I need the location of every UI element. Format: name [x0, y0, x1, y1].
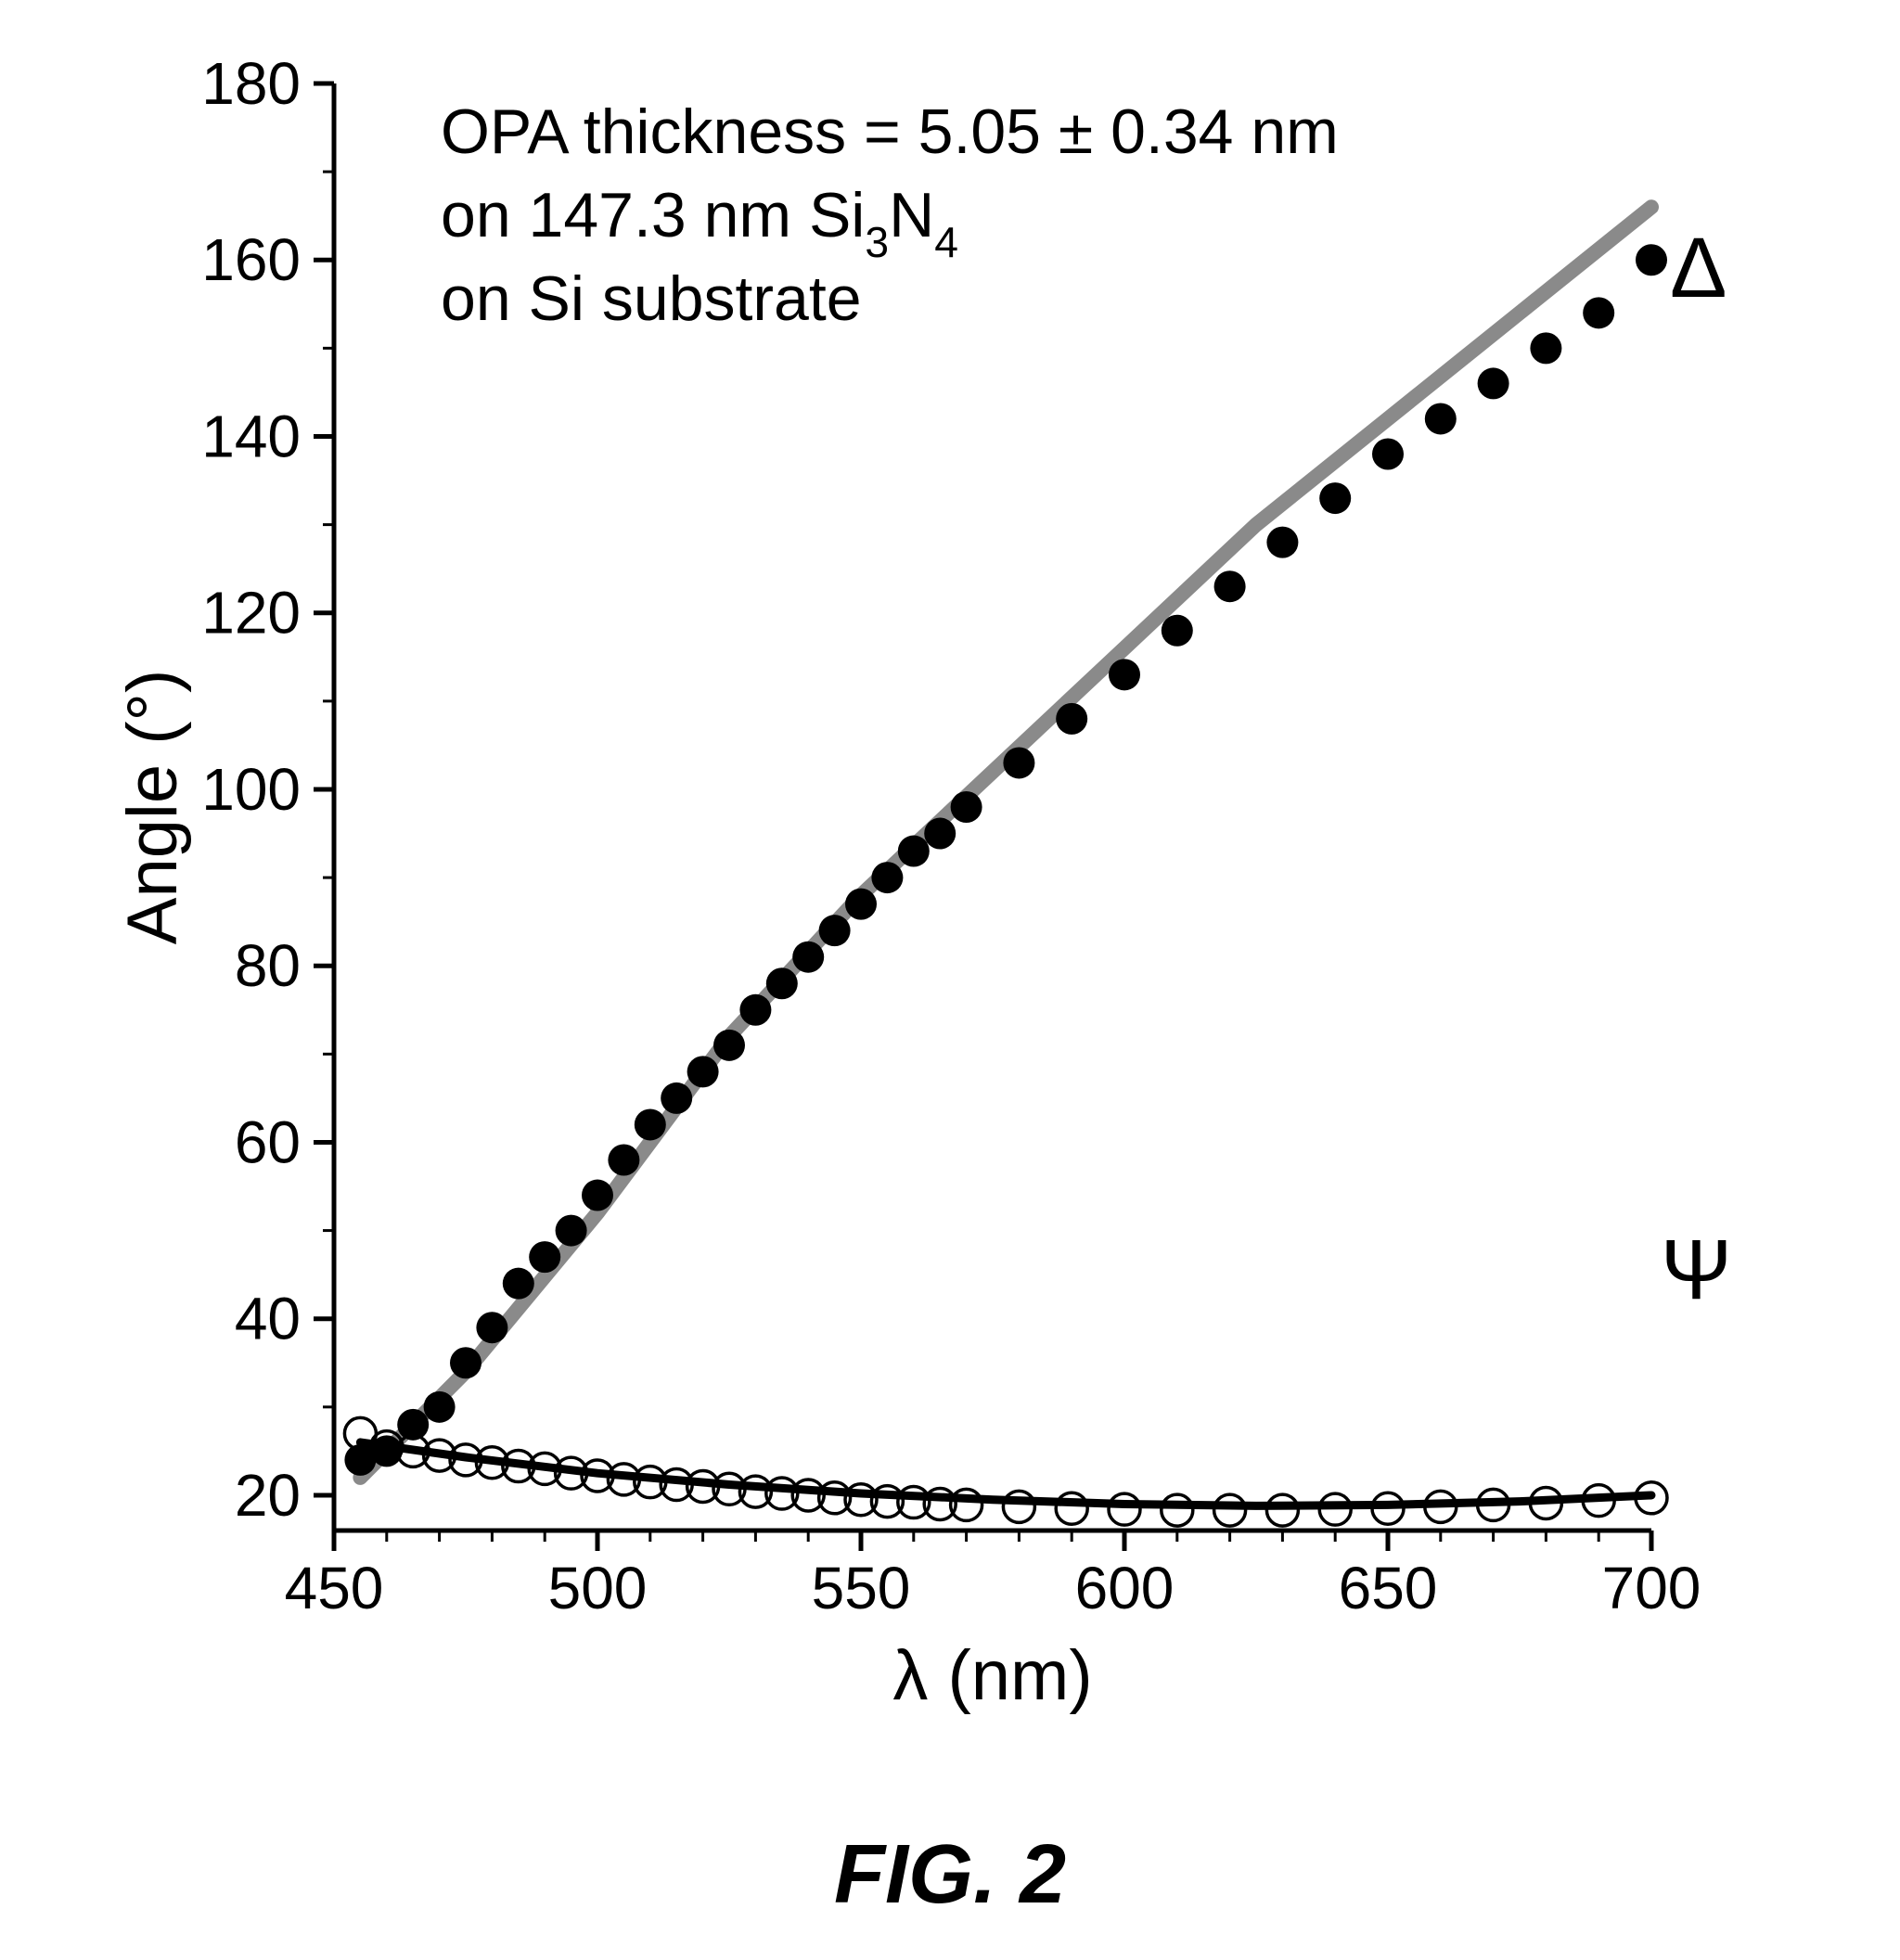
delta-point — [1319, 482, 1351, 514]
delta-point — [503, 1268, 534, 1300]
y-tick-label: 100 — [201, 756, 301, 823]
delta-point — [766, 967, 798, 999]
psi-point — [1003, 1491, 1034, 1522]
delta-point — [1214, 570, 1246, 602]
delta-point — [635, 1108, 666, 1140]
delta-point — [739, 994, 771, 1026]
x-tick-label: 450 — [285, 1555, 384, 1621]
delta-point — [1636, 244, 1667, 275]
chart: 20 40 60 80 100 120 140 160 180 450 500 550 600 650 70… — [0, 0, 1900, 1837]
delta-point — [1056, 703, 1087, 735]
delta-point — [924, 818, 956, 850]
figure-caption: FIG. 2 — [0, 1827, 1900, 1923]
delta-point — [450, 1347, 481, 1378]
delta-point — [819, 915, 851, 946]
annotation-line3: on Si substrate — [441, 263, 862, 334]
y-tick-label: 20 — [235, 1462, 301, 1529]
delta-point — [792, 942, 824, 973]
delta-point — [529, 1241, 560, 1273]
delta-point — [1003, 747, 1034, 778]
y-tick-label: 60 — [235, 1108, 301, 1175]
delta-point — [898, 836, 930, 867]
annotation-line2: on 147.3 nm Si3N4 — [441, 180, 958, 266]
delta-point — [1425, 403, 1457, 434]
y-tick-label: 140 — [201, 403, 301, 469]
y-tick-label: 80 — [235, 932, 301, 999]
psi-point — [1266, 1494, 1298, 1526]
delta-point — [1266, 527, 1298, 558]
delta-point — [556, 1215, 587, 1247]
psi-point — [1214, 1494, 1246, 1526]
delta-point — [845, 889, 877, 920]
y-tick-label: 40 — [235, 1286, 301, 1352]
delta-point — [1530, 332, 1561, 364]
x-tick-label: 550 — [812, 1555, 911, 1621]
delta-point — [951, 791, 982, 823]
delta-point — [687, 1056, 719, 1087]
delta-point — [582, 1180, 613, 1211]
y-tick-label: 160 — [201, 226, 301, 293]
annotation-line1: OPA thickness = 5.05 ± 0.34 nm — [441, 96, 1339, 167]
delta-point — [871, 862, 903, 893]
x-tick-label: 600 — [1075, 1555, 1175, 1621]
delta-label: Δ — [1670, 221, 1727, 315]
delta-point — [1109, 659, 1140, 690]
y-axis-label: Angle (°) — [113, 670, 192, 945]
psi-point — [1162, 1494, 1193, 1526]
delta-point — [1372, 439, 1404, 470]
delta-point — [1478, 367, 1509, 399]
delta-point — [424, 1391, 456, 1423]
delta-point — [1583, 297, 1614, 328]
delta-point — [1162, 615, 1193, 647]
x-tick-label: 650 — [1339, 1555, 1438, 1621]
y-tick-label: 120 — [201, 580, 301, 647]
x-tick-label: 700 — [1602, 1555, 1701, 1621]
psi-point — [1056, 1492, 1087, 1524]
x-tick-label: 500 — [548, 1555, 648, 1621]
delta-point — [608, 1144, 639, 1175]
delta-point — [661, 1082, 692, 1114]
x-axis-label: λ (nm) — [892, 1636, 1092, 1715]
psi-point — [1109, 1493, 1140, 1525]
y-tick-label: 180 — [201, 50, 301, 117]
psi-label: Ψ — [1661, 1223, 1732, 1317]
delta-fit-line — [360, 207, 1651, 1478]
delta-point — [476, 1312, 507, 1343]
delta-point — [713, 1030, 745, 1061]
